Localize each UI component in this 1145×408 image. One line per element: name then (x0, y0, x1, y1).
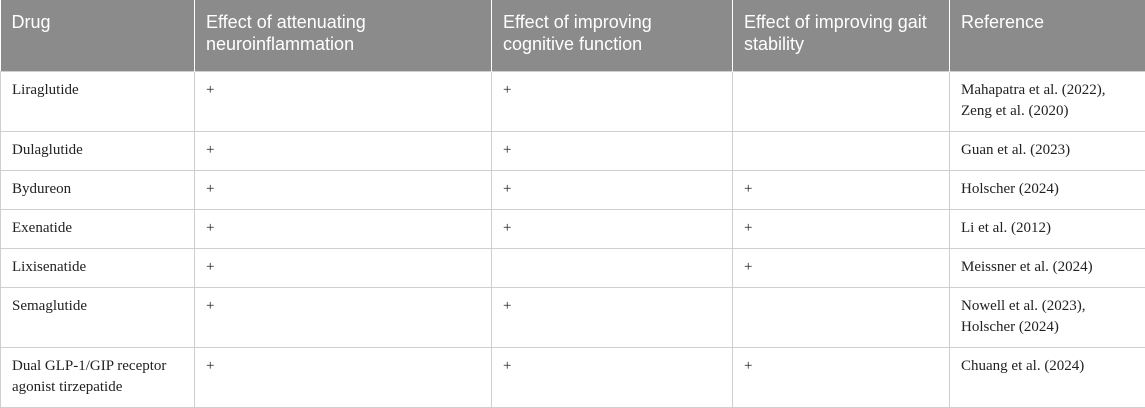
cell-drug: Semaglutide (1, 287, 195, 347)
table-row: Lixisenatide + + Meissner et al. (2024) (1, 248, 1145, 287)
table-row: Dual GLP-1/GIP receptor agonist tirzepat… (1, 347, 1145, 407)
cell-gait: + (733, 248, 950, 287)
cell-neuro: + (195, 170, 492, 209)
cell-cognitive: + (492, 287, 733, 347)
cell-neuro: + (195, 248, 492, 287)
cell-drug: Liraglutide (1, 71, 195, 131)
cell-neuro: + (195, 287, 492, 347)
cell-reference: Meissner et al. (2024) (950, 248, 1145, 287)
header-reference: Reference (950, 0, 1145, 71)
cell-gait (733, 287, 950, 347)
cell-reference: Mahapatra et al. (2022), Zeng et al. (20… (950, 71, 1145, 131)
cell-drug: Dual GLP-1/GIP receptor agonist tirzepat… (1, 347, 195, 407)
cell-neuro: + (195, 347, 492, 407)
table-row: Dulaglutide + + Guan et al. (2023) (1, 131, 1145, 170)
cell-neuro: + (195, 209, 492, 248)
cell-gait: + (733, 170, 950, 209)
cell-reference: Holscher (2024) (950, 170, 1145, 209)
cell-reference: Chuang et al. (2024) (950, 347, 1145, 407)
header-gait: Effect of improving gait stability (733, 0, 950, 71)
cell-cognitive: + (492, 347, 733, 407)
header-cognitive: Effect of improving cognitive function (492, 0, 733, 71)
table-row: Liraglutide + + Mahapatra et al. (2022),… (1, 71, 1145, 131)
cell-cognitive: + (492, 131, 733, 170)
cell-reference: Guan et al. (2023) (950, 131, 1145, 170)
cell-neuro: + (195, 131, 492, 170)
cell-reference: Li et al. (2012) (950, 209, 1145, 248)
table-row: Semaglutide + + Nowell et al. (2023), Ho… (1, 287, 1145, 347)
cell-cognitive: + (492, 170, 733, 209)
cell-gait: + (733, 209, 950, 248)
cell-gait: + (733, 347, 950, 407)
cell-drug: Exenatide (1, 209, 195, 248)
header-drug: Drug (1, 0, 195, 71)
cell-cognitive (492, 248, 733, 287)
header-neuroinflammation: Effect of attenuating neuroinflammation (195, 0, 492, 71)
cell-drug: Dulaglutide (1, 131, 195, 170)
cell-cognitive: + (492, 209, 733, 248)
cell-reference: Nowell et al. (2023), Holscher (2024) (950, 287, 1145, 347)
cell-drug: Lixisenatide (1, 248, 195, 287)
table-row: Bydureon + + + Holscher (2024) (1, 170, 1145, 209)
cell-gait (733, 71, 950, 131)
table-row: Exenatide + + + Li et al. (2012) (1, 209, 1145, 248)
cell-cognitive: + (492, 71, 733, 131)
cell-drug: Bydureon (1, 170, 195, 209)
table-header-row: Drug Effect of attenuating neuroinflamma… (1, 0, 1145, 71)
cell-gait (733, 131, 950, 170)
cell-neuro: + (195, 71, 492, 131)
